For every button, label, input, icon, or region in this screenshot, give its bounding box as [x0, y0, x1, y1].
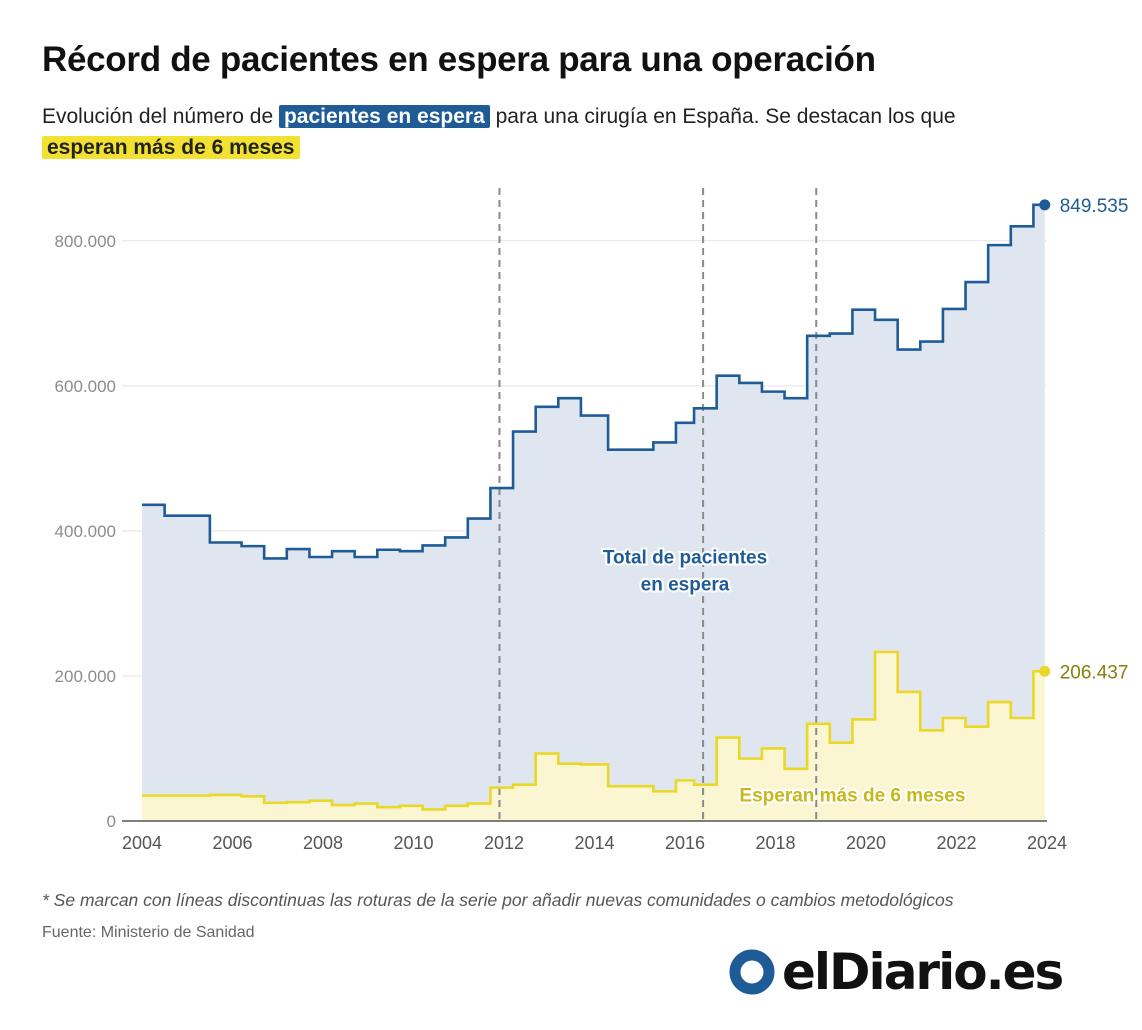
subtitle-text-middle: para una cirugía en España. Se destacan … [489, 105, 956, 128]
x-tick-label: 2010 [393, 833, 433, 853]
total-end-label: 849.535 [1060, 196, 1129, 217]
x-tick-label: 2022 [936, 833, 976, 853]
subtitle-highlight-six-months: esperan más de 6 meses [42, 136, 300, 159]
six-months-end-label: 206.437 [1060, 662, 1129, 683]
total-line [142, 203, 1045, 560]
x-tick-label: 2020 [846, 833, 886, 853]
chart-title: Récord de pacientes en espera para una o… [42, 40, 876, 79]
y-tick-label: 0 [107, 812, 116, 831]
total-series-label: en espera [641, 575, 730, 596]
x-tick-label: 2004 [122, 833, 162, 853]
logo-mark-icon [729, 949, 775, 995]
x-tick-label: 2014 [574, 833, 614, 853]
total-series-label: Total de pacientes [603, 548, 767, 569]
total-end-point [1039, 199, 1051, 211]
six-months-series-label: Esperan más de 6 meses [739, 785, 965, 806]
six-months-line [142, 650, 1045, 811]
y-tick-label: 400.000 [55, 522, 116, 541]
footnote: * Se marcan con líneas discontinuas las … [42, 890, 954, 910]
total-area [142, 204, 1045, 821]
subtitle-text-start: Evolución del número de [42, 105, 279, 128]
x-tick-label: 2018 [755, 833, 795, 853]
eldiario-logo: elDiario.es [728, 938, 1064, 1006]
x-tick-label: 2008 [303, 833, 343, 853]
subtitle-highlight-total: pacientes en espera [278, 105, 490, 128]
source-note: Fuente: Ministerio de Sanidad [42, 924, 255, 941]
y-tick-label: 600.000 [55, 377, 116, 396]
chart-subtitle: Evolución del número de pacientes en esp… [42, 101, 1102, 163]
logo-text: elDiario.es [782, 943, 1064, 1001]
y-tick-label: 800.000 [55, 232, 116, 251]
x-tick-label: 2016 [665, 833, 705, 853]
x-tick-label: 2024 [1027, 833, 1067, 853]
x-tick-label: 2012 [484, 833, 524, 853]
six-months-area [142, 652, 1045, 821]
x-tick-label: 2006 [212, 833, 252, 853]
six-months-end-point [1039, 665, 1051, 677]
waiting-list-chart: 0 200.000 400.000 600.000 800.000 849.535 206.… [55, 188, 1129, 853]
y-tick-label: 200.000 [55, 667, 116, 686]
